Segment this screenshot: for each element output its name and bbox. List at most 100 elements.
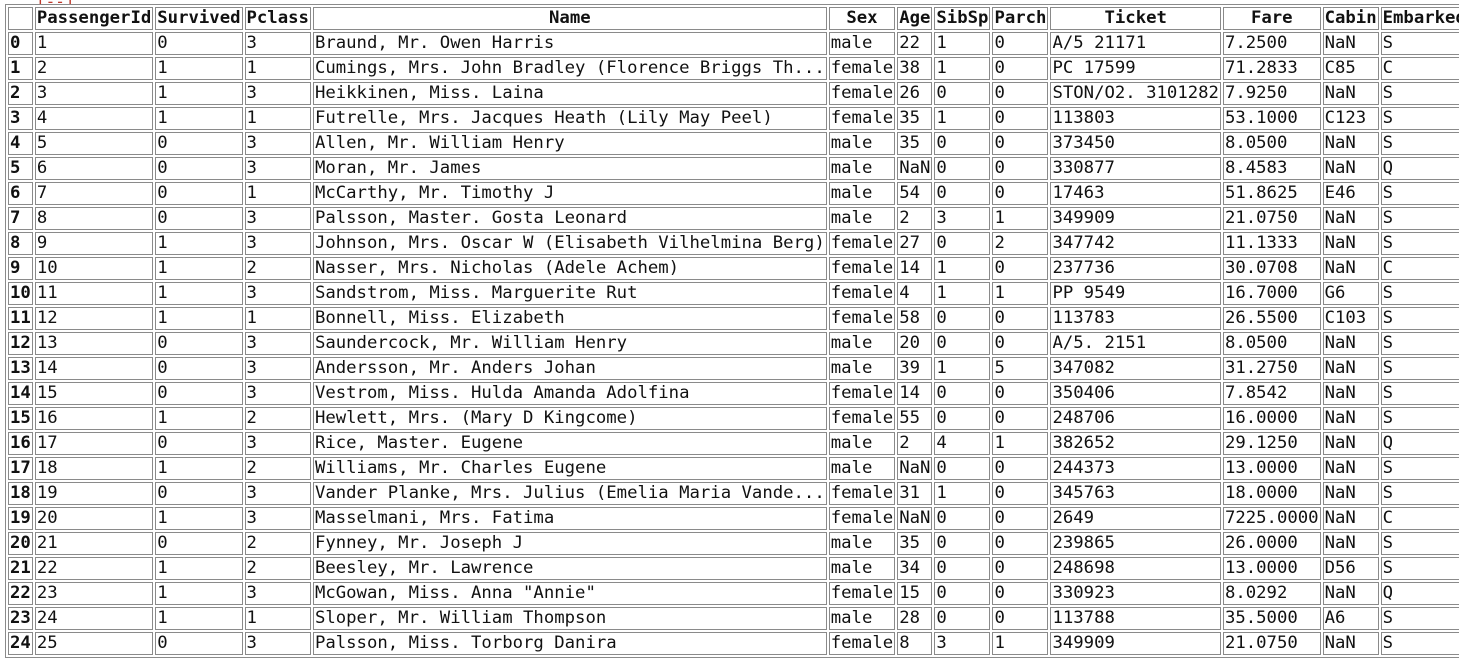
- parch-cell: 1: [992, 632, 1049, 655]
- column-header-parch: Parch: [992, 7, 1049, 30]
- sibsp-cell: 1: [934, 257, 991, 280]
- pclass-cell: 3: [244, 207, 311, 230]
- ticket-cell: 248706: [1050, 407, 1221, 430]
- cabin-cell: NaN: [1322, 582, 1379, 605]
- fare-cell: 18.0000: [1222, 482, 1321, 505]
- parch-cell: 0: [992, 507, 1049, 530]
- row-index: 10: [8, 282, 33, 305]
- pclass-cell: 3: [244, 232, 311, 255]
- embarked-cell: S: [1380, 532, 1459, 555]
- embarked-cell: S: [1380, 457, 1459, 480]
- survived-cell: 1: [155, 582, 243, 605]
- age-cell: 35: [897, 107, 933, 130]
- survived-cell: 1: [155, 257, 243, 280]
- ticket-cell: PP 9549: [1050, 282, 1221, 305]
- row-index: 24: [8, 632, 33, 655]
- embarked-cell: S: [1380, 357, 1459, 380]
- age-cell: NaN: [897, 157, 933, 180]
- fare-cell: 31.2750: [1222, 357, 1321, 380]
- name-cell: Johnson, Mrs. Oscar W (Elisabeth Vilhelm…: [312, 232, 827, 255]
- pclass-cell: 1: [244, 307, 311, 330]
- sibsp-cell: 0: [934, 82, 991, 105]
- cabin-cell: NaN: [1322, 407, 1379, 430]
- ticket-cell: 349909: [1050, 207, 1221, 230]
- sex-cell: female: [828, 407, 896, 430]
- embarked-cell: C: [1380, 57, 1459, 80]
- passengerid-cell: 4: [34, 107, 154, 130]
- fare-cell: 30.0708: [1222, 257, 1321, 280]
- sibsp-cell: 1: [934, 357, 991, 380]
- table-body: 0 1 0 3 Braund, Mr. Owen Harris male 22 1 0 A/5 2…: [8, 32, 1459, 655]
- survived-cell: 0: [155, 32, 243, 55]
- survived-cell: 0: [155, 357, 243, 380]
- row-index: 14: [8, 382, 33, 405]
- passengerid-cell: 12: [34, 307, 154, 330]
- name-cell: Williams, Mr. Charles Eugene: [312, 457, 827, 480]
- row-index: 8: [8, 232, 33, 255]
- parch-cell: 0: [992, 57, 1049, 80]
- name-cell: Beesley, Mr. Lawrence: [312, 557, 827, 580]
- parch-cell: 0: [992, 32, 1049, 55]
- sex-cell: male: [828, 557, 896, 580]
- embarked-cell: C: [1380, 507, 1459, 530]
- cabin-cell: NaN: [1322, 457, 1379, 480]
- pclass-cell: 3: [244, 357, 311, 380]
- dataframe-output: PassengerId Survived Pclass Name Sex Age…: [5, 4, 1459, 658]
- embarked-cell: S: [1380, 207, 1459, 230]
- parch-cell: 0: [992, 257, 1049, 280]
- column-header-name: Name: [312, 7, 827, 30]
- ticket-cell: 237736: [1050, 257, 1221, 280]
- row-index: 0: [8, 32, 33, 55]
- embarked-cell: C: [1380, 257, 1459, 280]
- embarked-cell: S: [1380, 332, 1459, 355]
- cabin-cell: NaN: [1322, 232, 1379, 255]
- cabin-cell: NaN: [1322, 532, 1379, 555]
- parch-cell: 0: [992, 332, 1049, 355]
- name-cell: Sandstrom, Miss. Marguerite Rut: [312, 282, 827, 305]
- sex-cell: male: [828, 457, 896, 480]
- name-cell: Braund, Mr. Owen Harris: [312, 32, 827, 55]
- passengerid-cell: 22: [34, 557, 154, 580]
- survived-cell: 0: [155, 382, 243, 405]
- name-cell: Nasser, Mrs. Nicholas (Adele Achem): [312, 257, 827, 280]
- cabin-cell: NaN: [1322, 82, 1379, 105]
- embarked-cell: S: [1380, 232, 1459, 255]
- cabin-cell: D56: [1322, 557, 1379, 580]
- table-row: 4 5 0 3 Allen, Mr. William Henry male 35 0 0 3734…: [8, 132, 1459, 155]
- ticket-cell: 330877: [1050, 157, 1221, 180]
- column-header-cabin: Cabin: [1322, 7, 1379, 30]
- ticket-cell: A/5 21171: [1050, 32, 1221, 55]
- age-cell: 27: [897, 232, 933, 255]
- name-cell: Palsson, Miss. Torborg Danira: [312, 632, 827, 655]
- cabin-cell: NaN: [1322, 32, 1379, 55]
- ticket-cell: 248698: [1050, 557, 1221, 580]
- table-row: 2 3 1 3 Heikkinen, Miss. Laina female 26 0 0 STON…: [8, 82, 1459, 105]
- fare-cell: 7.9250: [1222, 82, 1321, 105]
- cabin-cell: C123: [1322, 107, 1379, 130]
- table-row: 12 13 0 3 Saundercock, Mr. William Henry male…: [8, 332, 1459, 355]
- sibsp-cell: 0: [934, 182, 991, 205]
- cabin-cell: NaN: [1322, 482, 1379, 505]
- embarked-cell: S: [1380, 482, 1459, 505]
- sibsp-cell: 0: [934, 332, 991, 355]
- cabin-cell: A6: [1322, 607, 1379, 630]
- row-index: 6: [8, 182, 33, 205]
- ticket-cell: 113788: [1050, 607, 1221, 630]
- parch-cell: 0: [992, 107, 1049, 130]
- cabin-cell: NaN: [1322, 132, 1379, 155]
- age-cell: 35: [897, 532, 933, 555]
- cabin-cell: NaN: [1322, 632, 1379, 655]
- row-index: 9: [8, 257, 33, 280]
- sibsp-cell: 1: [934, 57, 991, 80]
- survived-cell: 0: [155, 332, 243, 355]
- sibsp-cell: 0: [934, 532, 991, 555]
- fare-cell: 8.0500: [1222, 332, 1321, 355]
- parch-cell: 0: [992, 582, 1049, 605]
- column-header-passengerid: PassengerId: [34, 7, 154, 30]
- cabin-cell: NaN: [1322, 432, 1379, 455]
- embarked-cell: S: [1380, 632, 1459, 655]
- sex-cell: female: [828, 107, 896, 130]
- sibsp-cell: 1: [934, 282, 991, 305]
- passengerid-cell: 16: [34, 407, 154, 430]
- sex-cell: female: [828, 57, 896, 80]
